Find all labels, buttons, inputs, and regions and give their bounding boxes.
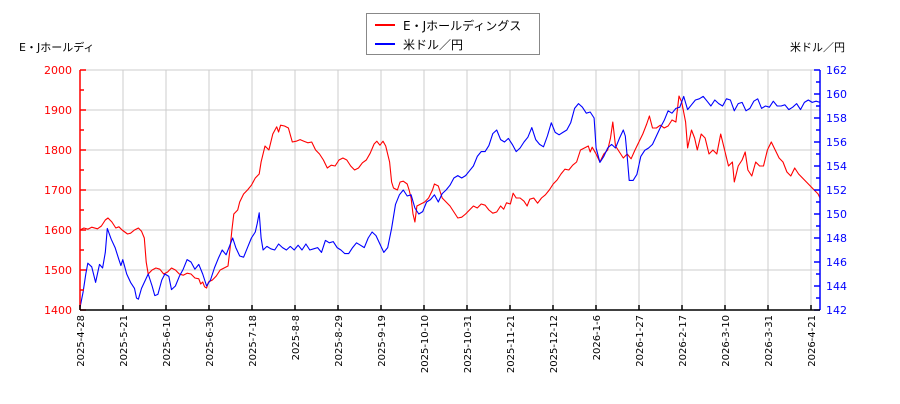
right-axis-tick-label: 142 — [826, 304, 847, 317]
left-axis-tick-label: 1400 — [44, 304, 72, 317]
legend-swatch-blue — [375, 43, 395, 45]
legend-swatch-red — [375, 24, 395, 26]
grid-lines — [80, 69, 820, 310]
right-axis-tick-label: 162 — [826, 64, 847, 77]
x-axis-tick-label: 2026-1-6 — [592, 315, 603, 360]
right-axis-tick-label: 158 — [826, 112, 847, 125]
legend-label-usd-jpy: 米ドル／円 — [403, 37, 464, 52]
x-axis-tick-label: 2026-2-17 — [678, 315, 689, 367]
right-axis-tick-label: 154 — [826, 160, 847, 173]
x-axis-tick-label: 2026-3-10 — [721, 315, 732, 367]
right-axis-tick-label: 156 — [826, 136, 847, 149]
x-axis-tick-label: 2025-9-19 — [377, 315, 388, 367]
legend-item-ej-holdings: E・Jホールディングス — [375, 16, 521, 34]
left-axis-tick-label: 1900 — [44, 104, 72, 117]
x-axis-tick-label: 2025-7-18 — [248, 315, 259, 367]
legend-item-usd-jpy: 米ドル／円 — [375, 35, 463, 53]
x-axis-tick-label: 2025-12-12 — [549, 315, 560, 373]
x-axis-tick-label: 2026-3-31 — [764, 315, 775, 367]
ej-holdings-line — [79, 95, 821, 289]
usd-jpy-line — [79, 95, 821, 308]
left-axis-tick-label: 2000 — [44, 64, 72, 77]
x-axis-tick-label: 2025-4-28 — [76, 315, 87, 367]
legend: E・Jホールディングス 米ドル／円 — [366, 13, 540, 55]
right-axis-title: 米ドル／円 — [790, 41, 845, 54]
left-axis-tick-label: 1500 — [44, 264, 72, 277]
left-axis-tick-label: 1800 — [44, 144, 72, 157]
x-axis-tick-label: 2026-4-21 — [807, 315, 818, 367]
x-axis-tick-label: 2025-5-21 — [119, 315, 130, 367]
right-axis-tick-label: 148 — [826, 232, 847, 245]
legend-label-ej-holdings: E・Jホールディングス — [403, 18, 522, 33]
x-axis-tick-label: 2025-11-21 — [506, 315, 517, 373]
right-axis-tick-label: 160 — [826, 88, 847, 101]
x-axis-tick-label: 2025-6-30 — [205, 315, 216, 367]
left-axis-tick-label: 1700 — [44, 184, 72, 197]
right-axis-tick-label: 144 — [826, 280, 847, 293]
left-axis-title: E・Jホールディ — [19, 41, 95, 54]
axes: 1400 1500 1600 1700 1800 1900 2000 142 144 146 148… — [44, 64, 847, 373]
x-axis-tick-label: 2025-8-8 — [291, 315, 302, 360]
x-axis-tick-label: 2026-1-27 — [635, 315, 646, 367]
right-axis-tick-label: 152 — [826, 184, 847, 197]
right-axis-tick-label: 146 — [826, 256, 847, 269]
x-axis-tick-label: 2025-6-10 — [162, 315, 173, 367]
left-axis-tick-label: 1600 — [44, 224, 72, 237]
right-axis-tick-label: 150 — [826, 208, 847, 221]
x-axis-tick-label: 2025-8-29 — [334, 315, 345, 367]
x-axis-tick-label: 2025-10-10 — [420, 315, 431, 373]
x-axis-tick-label: 2025-10-31 — [463, 315, 474, 373]
